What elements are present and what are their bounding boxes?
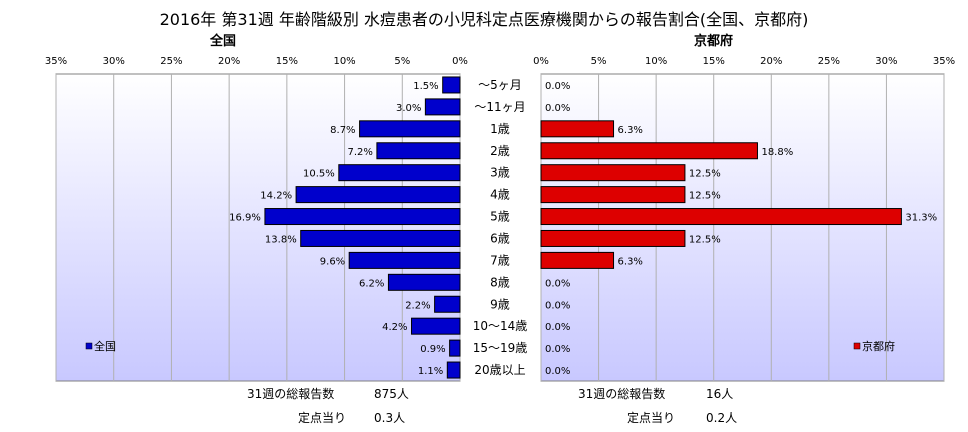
right-data-label: 0.0% [545, 81, 570, 92]
chart-title: 2016年 第31週 年齢階級別 水痘患者の小児科定点医療機関からの報告割合(全… [159, 10, 809, 29]
category-label: 15～19歳 [473, 341, 528, 355]
category-label: ～5ヶ月 [478, 78, 522, 92]
left-data-label: 0.9% [420, 344, 445, 355]
category-label: 20歳以上 [474, 363, 525, 377]
left-bar [424, 98, 461, 116]
right-bar [540, 164, 686, 182]
right-data-label: 31.3% [905, 213, 937, 224]
left-bar [434, 295, 461, 313]
left-total-label: 31週の総報告数 [247, 387, 335, 401]
right-data-label: 0.0% [545, 278, 570, 289]
right-data-label: 18.8% [761, 147, 793, 158]
left-chart-subtitle: 全国 [210, 34, 237, 49]
left-data-label: 6.2% [359, 278, 384, 289]
right-total-label: 31週の総報告数 [578, 387, 666, 401]
left-legend-swatch [85, 342, 93, 350]
right-bar [540, 229, 686, 247]
right-plot-area [540, 73, 945, 382]
right-data-label: 12.5% [689, 234, 721, 245]
left-bar [411, 317, 461, 335]
left-axis-tick-label: 0% [452, 56, 468, 67]
right-bar [540, 142, 758, 160]
category-label: 6歳 [490, 231, 510, 245]
left-axis-tick-label: 20% [218, 56, 240, 67]
left-axis-tick-label: 15% [276, 56, 298, 67]
category-label: 1歳 [490, 122, 510, 136]
category-label: 10～14歳 [473, 319, 528, 333]
left-data-label: 1.5% [413, 81, 438, 92]
left-data-label: 2.2% [405, 300, 430, 311]
left-data-label: 16.9% [229, 213, 261, 224]
right-bar [540, 120, 615, 138]
right-bar [540, 208, 902, 226]
left-data-label: 13.8% [265, 234, 297, 245]
left-data-label: 3.0% [396, 103, 421, 114]
right-axis-tick-label: 0% [533, 56, 549, 67]
right-data-label: 0.0% [545, 344, 570, 355]
left-bar [359, 120, 461, 138]
left-data-label: 10.5% [303, 169, 335, 180]
right-data-label: 6.3% [618, 125, 643, 136]
left-bar [449, 339, 461, 357]
left-axis-tick-label: 30% [103, 56, 125, 67]
left-bar [300, 229, 461, 247]
left-data-label: 7.2% [347, 147, 372, 158]
left-plot-area [55, 73, 461, 382]
left-legend-label: 全国 [94, 339, 116, 353]
right-data-label: 0.0% [545, 103, 570, 114]
right-data-label: 0.0% [545, 300, 570, 311]
category-label: ～11ヶ月 [474, 100, 525, 114]
left-per-value: 0.3人 [374, 411, 406, 425]
right-total-value: 16人 [706, 387, 734, 401]
right-data-label: 6.3% [618, 256, 643, 267]
left-bar [376, 142, 461, 160]
left-axis-tick-label: 10% [333, 56, 355, 67]
left-data-label: 9.6% [320, 256, 345, 267]
right-legend-swatch [853, 342, 861, 350]
right-data-label: 12.5% [689, 169, 721, 180]
right-axis-tick-label: 5% [591, 56, 607, 67]
left-axis-tick-label: 35% [45, 56, 67, 67]
category-label: 7歳 [490, 253, 510, 267]
right-data-label: 12.5% [689, 191, 721, 202]
right-axis-tick-label: 10% [645, 56, 667, 67]
category-label: 2歳 [490, 144, 510, 158]
right-bar [540, 186, 686, 204]
right-per-value: 0.2人 [706, 411, 738, 425]
left-per-label: 定点当り [298, 411, 347, 425]
category-label: 5歳 [490, 210, 510, 224]
right-data-label: 0.0% [545, 366, 570, 377]
right-per-label: 定点当り [627, 411, 676, 425]
left-total-value: 875人 [374, 387, 409, 401]
right-axis-tick-label: 35% [933, 56, 955, 67]
category-label: 9歳 [490, 297, 510, 311]
right-axis-tick-label: 25% [818, 56, 840, 67]
left-bar [338, 164, 461, 182]
right-bar [540, 251, 615, 269]
category-label: 8歳 [490, 275, 510, 289]
category-label: 3歳 [490, 166, 510, 180]
right-legend-label: 京都府 [862, 339, 895, 353]
left-bar [442, 76, 461, 94]
left-axis-tick-label: 5% [394, 56, 410, 67]
right-axis-tick-label: 30% [875, 56, 897, 67]
left-bar [446, 361, 461, 379]
right-axis-tick-label: 15% [703, 56, 725, 67]
right-axis-tick-label: 20% [760, 56, 782, 67]
right-data-label: 0.0% [545, 322, 570, 333]
left-axis-tick-label: 25% [160, 56, 182, 67]
right-chart-subtitle: 京都府 [694, 34, 734, 49]
category-label: 4歳 [490, 188, 510, 202]
left-bar [295, 186, 461, 204]
left-bar [348, 251, 461, 269]
left-data-label: 1.1% [418, 366, 443, 377]
left-bar [387, 273, 461, 291]
left-bar [264, 208, 461, 226]
left-data-label: 8.7% [330, 125, 355, 136]
left-data-label: 14.2% [260, 191, 292, 202]
left-data-label: 4.2% [382, 322, 407, 333]
